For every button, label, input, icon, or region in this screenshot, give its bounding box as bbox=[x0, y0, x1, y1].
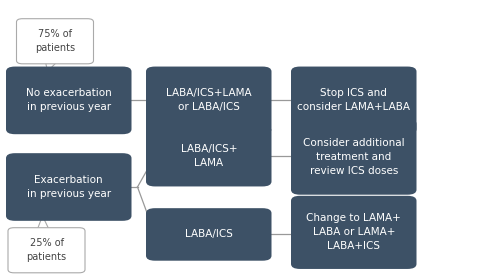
FancyBboxPatch shape bbox=[146, 67, 272, 134]
Text: 75% of
patients: 75% of patients bbox=[35, 29, 75, 53]
Text: No exacerbation
in previous year: No exacerbation in previous year bbox=[26, 88, 112, 112]
Text: Exacerbation
in previous year: Exacerbation in previous year bbox=[26, 175, 111, 199]
FancyBboxPatch shape bbox=[8, 228, 85, 273]
Text: LABA/ICS: LABA/ICS bbox=[185, 229, 232, 240]
Text: LABA/ICS+
LAMA: LABA/ICS+ LAMA bbox=[180, 144, 237, 168]
Polygon shape bbox=[46, 60, 58, 72]
Text: LABA/ICS+LAMA
or LABA/ICS: LABA/ICS+LAMA or LABA/ICS bbox=[166, 88, 252, 112]
Text: Consider additional
treatment and
review ICS doses: Consider additional treatment and review… bbox=[303, 138, 404, 176]
FancyBboxPatch shape bbox=[16, 19, 94, 64]
Polygon shape bbox=[37, 216, 50, 231]
FancyBboxPatch shape bbox=[146, 126, 272, 186]
FancyBboxPatch shape bbox=[291, 119, 416, 195]
Text: 25% of
patients: 25% of patients bbox=[26, 238, 66, 262]
Text: Stop ICS and
consider LAMA+LABA: Stop ICS and consider LAMA+LABA bbox=[297, 88, 410, 112]
FancyBboxPatch shape bbox=[6, 67, 132, 134]
FancyBboxPatch shape bbox=[146, 208, 272, 261]
Text: Change to LAMA+
LABA or LAMA+
LABA+ICS: Change to LAMA+ LABA or LAMA+ LABA+ICS bbox=[306, 213, 401, 251]
FancyBboxPatch shape bbox=[291, 67, 416, 134]
FancyBboxPatch shape bbox=[291, 196, 416, 269]
FancyBboxPatch shape bbox=[6, 153, 132, 221]
